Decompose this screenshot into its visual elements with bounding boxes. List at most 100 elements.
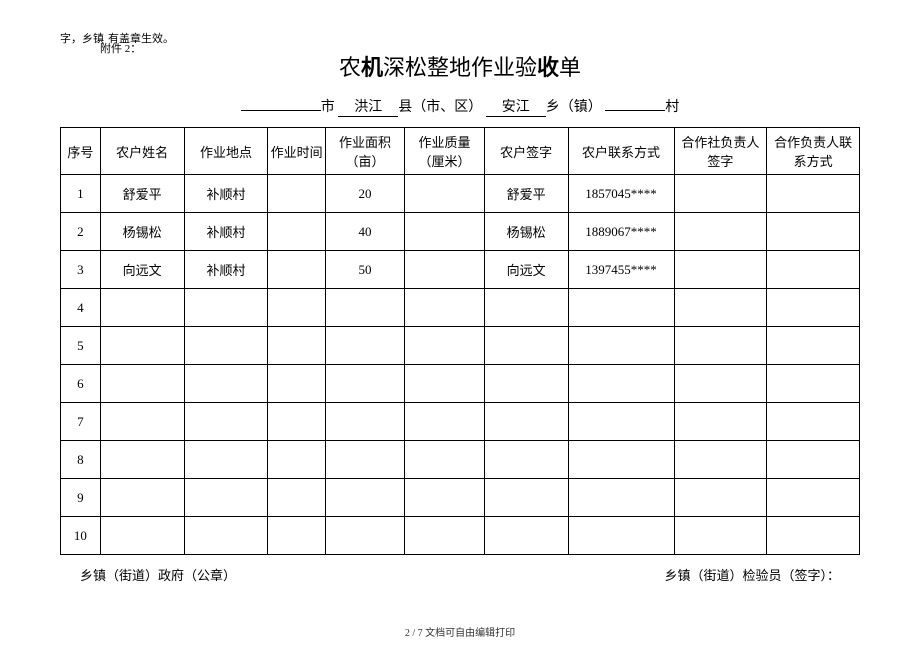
cell-qual bbox=[405, 175, 484, 213]
cell-seq: 7 bbox=[61, 403, 101, 441]
cell-sign bbox=[484, 289, 568, 327]
city-blank bbox=[241, 110, 321, 111]
cell-area: 40 bbox=[325, 213, 404, 251]
cell-name: 向远文 bbox=[100, 251, 184, 289]
cell-contact bbox=[568, 441, 674, 479]
table-row: 9 bbox=[61, 479, 860, 517]
th-area: 作业面积（亩） bbox=[325, 128, 404, 175]
cell-coop_contact bbox=[767, 365, 860, 403]
cell-loc bbox=[184, 403, 268, 441]
cell-coop_sign bbox=[674, 517, 767, 555]
cell-area bbox=[325, 479, 404, 517]
cell-sign bbox=[484, 365, 568, 403]
table-row: 10 bbox=[61, 517, 860, 555]
page-title: 农机深松整地作业验收单 bbox=[60, 50, 860, 82]
cell-sign bbox=[484, 403, 568, 441]
subtitle-line: 市 洪江县（市、区） 安江乡（镇） 村 bbox=[60, 96, 860, 117]
town-label: 乡（镇） bbox=[546, 100, 602, 115]
title-p1: 农 bbox=[339, 55, 361, 80]
cell-coop_contact bbox=[767, 213, 860, 251]
th-name: 农户姓名 bbox=[100, 128, 184, 175]
cell-sign bbox=[484, 327, 568, 365]
top-note: 字，乡镇 有盖章生效。 bbox=[60, 30, 860, 46]
th-sign: 农户签字 bbox=[484, 128, 568, 175]
cell-area bbox=[325, 403, 404, 441]
cell-qual bbox=[405, 213, 484, 251]
cell-time bbox=[268, 479, 325, 517]
cell-coop_contact bbox=[767, 327, 860, 365]
cell-seq: 9 bbox=[61, 479, 101, 517]
cell-coop_sign bbox=[674, 365, 767, 403]
cell-qual bbox=[405, 479, 484, 517]
cell-loc: 补顺村 bbox=[184, 251, 268, 289]
th-seq: 序号 bbox=[61, 128, 101, 175]
cell-name bbox=[100, 365, 184, 403]
cell-sign: 舒爱平 bbox=[484, 175, 568, 213]
attachment-label: 附件 2： bbox=[100, 40, 141, 56]
cell-coop_sign bbox=[674, 251, 767, 289]
cell-seq: 2 bbox=[61, 213, 101, 251]
cell-coop_contact bbox=[767, 175, 860, 213]
cell-sign: 向远文 bbox=[484, 251, 568, 289]
cell-seq: 6 bbox=[61, 365, 101, 403]
cell-qual bbox=[405, 403, 484, 441]
cell-area bbox=[325, 441, 404, 479]
th-time: 作业时间 bbox=[268, 128, 325, 175]
cell-area: 50 bbox=[325, 251, 404, 289]
cell-area bbox=[325, 289, 404, 327]
cell-coop_contact bbox=[767, 479, 860, 517]
cell-seq: 10 bbox=[61, 517, 101, 555]
cell-sign bbox=[484, 479, 568, 517]
title-p4: 业验 bbox=[493, 55, 537, 80]
cell-coop_contact bbox=[767, 441, 860, 479]
cell-loc bbox=[184, 365, 268, 403]
cell-name: 舒爱平 bbox=[100, 175, 184, 213]
cell-name bbox=[100, 289, 184, 327]
th-contact: 农户联系方式 bbox=[568, 128, 674, 175]
cell-qual bbox=[405, 441, 484, 479]
cell-seq: 1 bbox=[61, 175, 101, 213]
cell-name bbox=[100, 327, 184, 365]
cell-sign bbox=[484, 517, 568, 555]
cell-coop_sign bbox=[674, 213, 767, 251]
cell-qual bbox=[405, 251, 484, 289]
cell-time bbox=[268, 365, 325, 403]
cell-loc: 补顺村 bbox=[184, 175, 268, 213]
cell-name bbox=[100, 403, 184, 441]
th-qual: 作业质量（厘米） bbox=[405, 128, 484, 175]
table-row: 2杨锡松补顺村40杨锡松1889067**** bbox=[61, 213, 860, 251]
cell-time bbox=[268, 289, 325, 327]
table-row: 5 bbox=[61, 327, 860, 365]
table-row: 8 bbox=[61, 441, 860, 479]
title-p5: 收 bbox=[537, 55, 559, 80]
cell-coop_sign bbox=[674, 403, 767, 441]
cell-sign bbox=[484, 441, 568, 479]
cell-area bbox=[325, 365, 404, 403]
cell-name: 杨锡松 bbox=[100, 213, 184, 251]
cell-name bbox=[100, 479, 184, 517]
top-note-left: 字，乡镇 bbox=[60, 30, 104, 46]
cell-coop_sign bbox=[674, 327, 767, 365]
cell-contact: 1889067**** bbox=[568, 213, 674, 251]
city-label: 市 bbox=[321, 100, 335, 115]
cell-seq: 8 bbox=[61, 441, 101, 479]
footer-row: 乡镇（街道）政府（公章） 乡镇（街道）检验员（签字）： bbox=[60, 565, 860, 584]
cell-loc bbox=[184, 289, 268, 327]
cell-seq: 5 bbox=[61, 327, 101, 365]
cell-coop_sign bbox=[674, 175, 767, 213]
table-row: 3向远文补顺村50向远文1397455**** bbox=[61, 251, 860, 289]
title-p2: 机 bbox=[361, 55, 383, 80]
cell-qual bbox=[405, 517, 484, 555]
cell-contact bbox=[568, 327, 674, 365]
village-label: 村 bbox=[665, 100, 679, 115]
table-row: 6 bbox=[61, 365, 860, 403]
county-blank: 洪江 bbox=[338, 96, 398, 117]
cell-contact bbox=[568, 403, 674, 441]
cell-loc bbox=[184, 517, 268, 555]
cell-coop_sign bbox=[674, 289, 767, 327]
cell-sign: 杨锡松 bbox=[484, 213, 568, 251]
cell-name bbox=[100, 441, 184, 479]
cell-contact bbox=[568, 517, 674, 555]
th-coop-contact: 合作负责人联系方式 bbox=[767, 128, 860, 175]
cell-contact: 1397455**** bbox=[568, 251, 674, 289]
